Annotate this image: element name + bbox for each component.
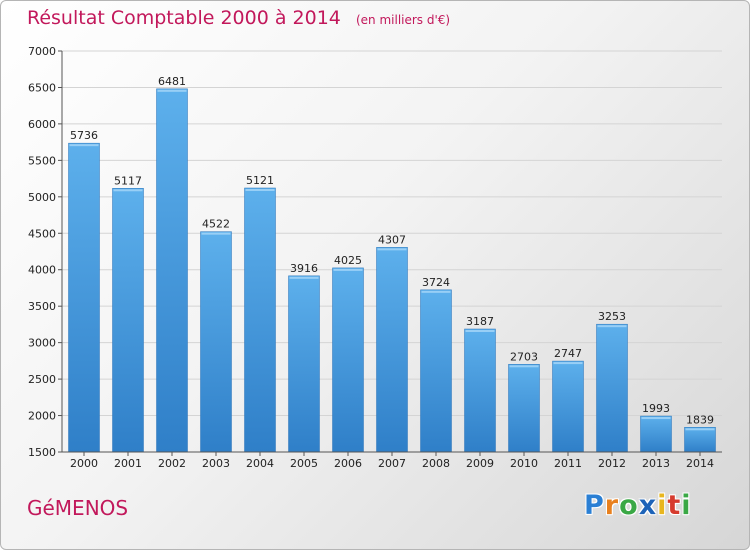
x-tick-label: 2002 bbox=[158, 457, 186, 470]
bar-2009 bbox=[464, 328, 496, 453]
x-tick-label: 2011 bbox=[554, 457, 582, 470]
bar-highlight bbox=[113, 189, 143, 192]
bar-2013 bbox=[640, 415, 672, 453]
bar-2000 bbox=[68, 142, 100, 453]
bar-2004 bbox=[244, 187, 276, 453]
value-label: 4307 bbox=[378, 233, 406, 246]
x-tick-label: 2012 bbox=[598, 457, 626, 470]
bar-highlight bbox=[553, 362, 583, 365]
y-tick-label: 2500 bbox=[28, 373, 56, 386]
bar-2003 bbox=[200, 231, 232, 453]
logo-letter: x bbox=[638, 490, 658, 521]
chart-subtitle: (en milliers d'€) bbox=[355, 13, 451, 27]
y-tick-label: 6500 bbox=[28, 81, 56, 94]
y-tick-label: 3000 bbox=[28, 337, 56, 350]
bar-2014 bbox=[684, 427, 716, 453]
y-tick-label: 7000 bbox=[28, 45, 56, 58]
x-tick-label: 2004 bbox=[246, 457, 274, 470]
y-tick-label: 4500 bbox=[28, 227, 56, 240]
value-label: 3187 bbox=[466, 315, 494, 328]
logo-letter: r bbox=[604, 490, 620, 521]
y-tick-label: 5500 bbox=[28, 154, 56, 167]
logo-letter: i bbox=[681, 490, 692, 521]
bar-highlight bbox=[465, 330, 495, 333]
value-label: 3253 bbox=[598, 310, 626, 323]
y-tick-label: 5000 bbox=[28, 191, 56, 204]
bar-2005 bbox=[288, 275, 320, 453]
y-tick-label: 2000 bbox=[28, 410, 56, 423]
value-label: 3724 bbox=[422, 276, 450, 289]
bar-2002 bbox=[156, 88, 188, 453]
bars bbox=[68, 88, 716, 453]
x-tick-label: 2003 bbox=[202, 457, 230, 470]
bar-highlight bbox=[333, 268, 363, 271]
bar-highlight bbox=[289, 276, 319, 279]
bar-2010 bbox=[508, 364, 540, 453]
bar-2006 bbox=[332, 267, 364, 453]
y-tick-label: 6000 bbox=[28, 118, 56, 131]
value-label: 4025 bbox=[334, 254, 362, 267]
bar-highlight bbox=[641, 417, 671, 420]
logo-letter: P bbox=[584, 490, 605, 521]
logo-letter: i bbox=[657, 490, 668, 521]
value-label: 2747 bbox=[554, 347, 582, 360]
chart-title: Résultat Comptable 2000 à 2014 bbox=[27, 7, 341, 29]
bar-highlight bbox=[157, 89, 187, 92]
logo-letter: o bbox=[619, 490, 639, 521]
labels: 1500 2000 2500 3000 3500 4000 4500 5000 5500 6000… bbox=[28, 45, 714, 470]
proxiti-logo: Proxiti bbox=[584, 490, 692, 521]
chart-title-block: Résultat Comptable 2000 à 2014 (en milli… bbox=[27, 7, 450, 29]
x-tick-label: 2005 bbox=[290, 457, 318, 470]
bar-highlight bbox=[245, 188, 275, 191]
value-label: 1839 bbox=[686, 413, 714, 426]
bar-highlight bbox=[685, 428, 715, 431]
axes bbox=[58, 50, 722, 456]
value-label: 5121 bbox=[246, 174, 274, 187]
bar-2008 bbox=[420, 289, 452, 453]
value-label: 5117 bbox=[114, 174, 142, 187]
x-tick-label: 2008 bbox=[422, 457, 450, 470]
value-label: 2703 bbox=[510, 350, 538, 363]
x-tick-label: 2007 bbox=[378, 457, 406, 470]
x-tick-label: 2006 bbox=[334, 457, 362, 470]
x-tick-label: 2014 bbox=[686, 457, 714, 470]
bar-highlight bbox=[377, 248, 407, 251]
bar-highlight bbox=[509, 365, 539, 368]
value-label: 5736 bbox=[70, 129, 98, 142]
x-tick-label: 2009 bbox=[466, 457, 494, 470]
bar-2012 bbox=[596, 323, 628, 453]
y-tick-label: 4000 bbox=[28, 264, 56, 277]
x-tick-label: 2000 bbox=[70, 457, 98, 470]
value-label: 3916 bbox=[290, 262, 318, 275]
commune-name: GéMENOS bbox=[27, 496, 129, 520]
bar-highlight bbox=[201, 232, 231, 235]
y-tick-label: 1500 bbox=[28, 446, 56, 459]
value-label: 1993 bbox=[642, 402, 670, 415]
bar-2011 bbox=[552, 360, 584, 453]
value-label: 4522 bbox=[202, 218, 230, 231]
value-label: 6481 bbox=[158, 75, 186, 88]
bar-2001 bbox=[112, 188, 144, 453]
bar-highlight bbox=[421, 290, 451, 293]
bar-2007 bbox=[376, 247, 408, 453]
x-tick-label: 2001 bbox=[114, 457, 142, 470]
bar-highlight bbox=[69, 144, 99, 147]
y-tick-label: 3500 bbox=[28, 300, 56, 313]
x-tick-label: 2013 bbox=[642, 457, 670, 470]
logo-letter: t bbox=[667, 490, 682, 521]
bar-highlight bbox=[597, 325, 627, 328]
x-tick-label: 2010 bbox=[510, 457, 538, 470]
